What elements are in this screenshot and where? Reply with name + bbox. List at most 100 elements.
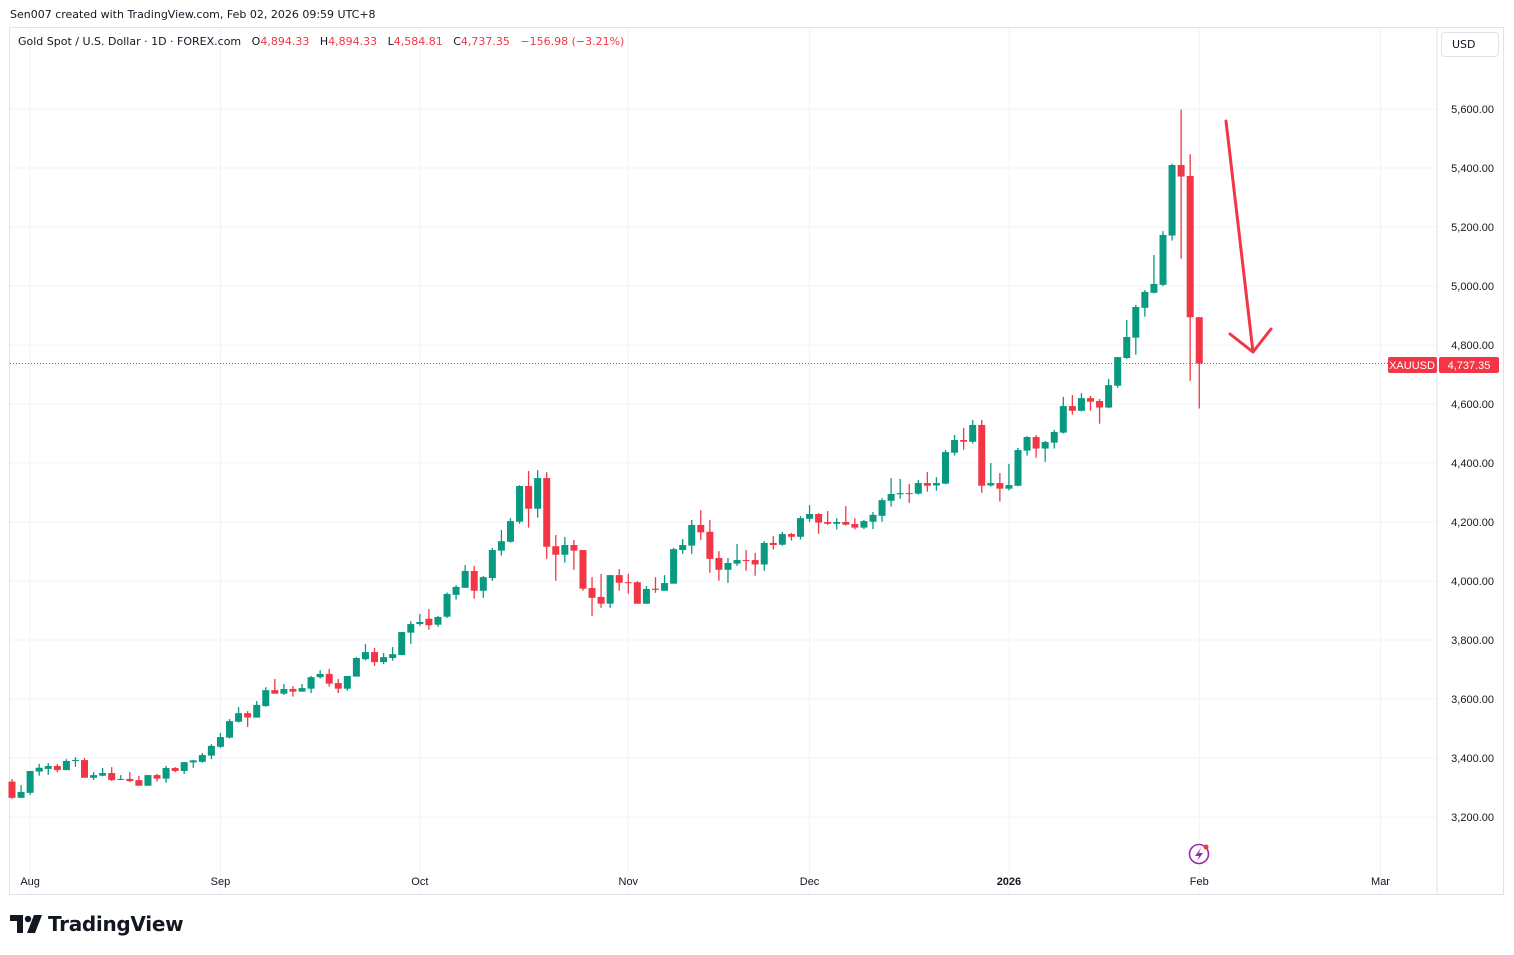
candle-up [1150, 255, 1158, 294]
candle-body [796, 518, 804, 537]
candle-up [62, 759, 70, 771]
candle-body [35, 767, 43, 772]
candle-down [126, 772, 134, 783]
x-tick-label: Dec [800, 876, 820, 888]
candle-down [787, 532, 795, 541]
candle-body [407, 624, 415, 633]
y-tick-label: 4,400.00 [1451, 458, 1494, 470]
candle-down [289, 686, 297, 697]
x-tick-label: Oct [411, 876, 428, 888]
candles [8, 109, 1203, 799]
candle-up [724, 557, 732, 583]
candle-up [806, 505, 814, 522]
symbol-legend: Gold Spot / U.S. Dollar · 1D · FOREX.com… [18, 35, 624, 48]
candle-body [715, 557, 723, 570]
x-tick-label: Nov [619, 876, 639, 888]
candle-body [1041, 442, 1049, 449]
candle-up [516, 485, 524, 524]
candle-body [153, 775, 161, 779]
candle-body [497, 541, 505, 551]
candle-down [1032, 434, 1040, 458]
close-value: 4,737.35 [460, 35, 510, 48]
candle-body [661, 583, 669, 591]
candle-body [833, 522, 841, 524]
candle-body [452, 586, 460, 595]
candle-body [1186, 175, 1194, 318]
candle-up [26, 770, 34, 795]
candle-down [706, 519, 714, 573]
candle-body [17, 791, 25, 798]
candle-body [26, 770, 34, 793]
candle-down [1068, 395, 1076, 415]
candle-body [443, 593, 451, 617]
lightning-event-icon[interactable] [1188, 843, 1210, 865]
candle-up [298, 683, 306, 692]
candle-up [198, 752, 206, 763]
candle-body [706, 531, 714, 559]
candle-body [778, 534, 786, 545]
candle-body [987, 483, 995, 486]
open-value: 4,894.33 [260, 35, 310, 48]
candle-up [1041, 440, 1049, 462]
candle-body [226, 721, 234, 738]
candle-down [996, 473, 1004, 502]
grid [10, 28, 1438, 894]
currency-button[interactable]: USD [1441, 32, 1499, 57]
candle-body [1086, 398, 1094, 402]
candle-body [996, 483, 1004, 489]
down-arrow-annotation[interactable] [1224, 119, 1273, 354]
candle-body [425, 618, 433, 626]
candle-down [579, 550, 587, 591]
x-tick-label: Aug [20, 876, 40, 888]
tradingview-brand: TradingView [48, 912, 184, 936]
candle-body [597, 596, 605, 604]
tradingview-logo[interactable]: TradingView [10, 912, 184, 936]
candle-body [869, 514, 877, 522]
candle-down [923, 472, 931, 492]
candle-up [180, 762, 188, 774]
y-tick-label: 5,600.00 [1451, 104, 1494, 116]
candle-down [715, 551, 723, 581]
candle-up [452, 585, 460, 600]
candle-body [588, 588, 596, 598]
candle-body [1077, 398, 1085, 411]
candle-down [1177, 109, 1185, 259]
candle-up [1077, 393, 1085, 412]
candle-up [207, 744, 215, 760]
candle-body [969, 424, 977, 442]
candle-body [751, 560, 759, 565]
candle-body [216, 737, 224, 747]
candle-up [443, 592, 451, 618]
candle-up [71, 757, 79, 767]
x-tick-label: Mar [1371, 876, 1390, 888]
candle-body [543, 478, 551, 547]
candle-up [416, 614, 424, 626]
candle-body [651, 588, 659, 590]
candle-down [905, 483, 913, 503]
candle-body [99, 773, 107, 776]
candle-up [760, 541, 768, 571]
candle-body [1005, 485, 1013, 489]
candle-up [688, 519, 696, 554]
candle-up [1114, 357, 1122, 388]
candle-body [71, 760, 79, 762]
candle-body [44, 765, 52, 769]
candle-body [923, 483, 931, 486]
candle-body [1195, 317, 1203, 364]
candle-down [633, 581, 641, 604]
candle-down [135, 775, 143, 786]
candle-body [516, 486, 524, 522]
candle-down [851, 518, 859, 530]
candle-body [960, 439, 968, 442]
y-tick-label: 3,600.00 [1451, 694, 1494, 706]
candle-up [99, 768, 107, 777]
candle-up [343, 675, 351, 691]
change-value: −156.98 (−3.21%) [520, 35, 625, 48]
candle-up [117, 775, 125, 780]
candle-body [679, 545, 687, 551]
candle-body [941, 452, 949, 484]
candle-down [108, 767, 116, 782]
candle-body [262, 690, 270, 707]
candle-up [17, 785, 25, 798]
